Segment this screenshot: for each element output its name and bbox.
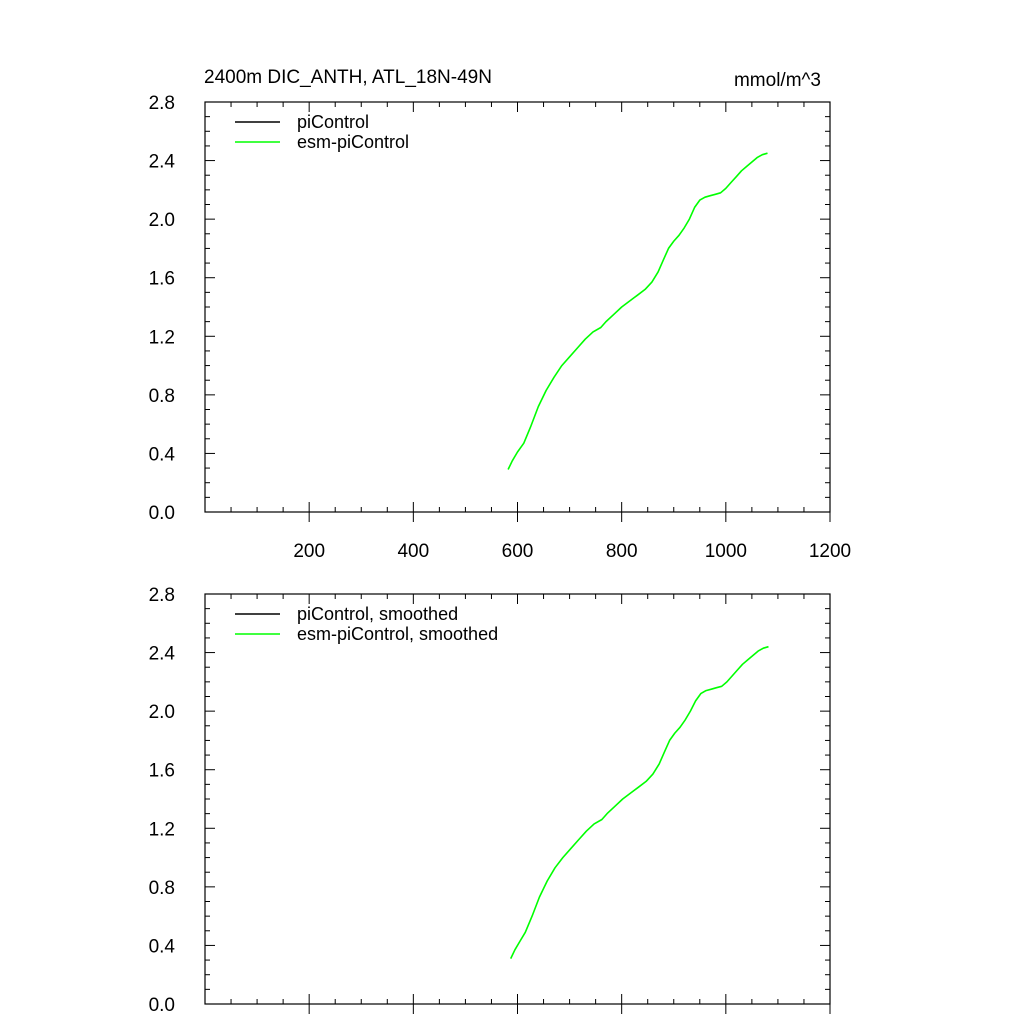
legend-label: esm-piControl <box>297 132 409 152</box>
chart-title: 2400m DIC_ANTH, ATL_18N-49N <box>204 67 492 88</box>
y-tick-label: 1.2 <box>149 819 175 840</box>
x-tick-label: 800 <box>606 541 638 562</box>
y-tick-label: 1.2 <box>149 327 175 348</box>
y-tick-label: 0.0 <box>149 503 175 524</box>
y-tick-label: 2.4 <box>149 644 176 665</box>
y-tick-label: 2.0 <box>149 702 175 723</box>
legend-label: piControl, smoothed <box>297 604 458 624</box>
series-line-esm-picontrol <box>509 645 769 959</box>
y-tick-label: 2.8 <box>149 93 175 114</box>
y-tick-label: 0.4 <box>149 444 176 465</box>
y-tick-label: 2.0 <box>149 210 175 231</box>
x-tick-label: 400 <box>397 541 429 562</box>
x-tick-label: 200 <box>293 541 325 562</box>
x-tick-label: 1200 <box>809 541 851 562</box>
series-line-esm-picontrol <box>507 152 768 470</box>
y-tick-label: 2.8 <box>149 585 175 606</box>
y-tick-label: 1.6 <box>149 761 175 782</box>
x-tick-label: 1000 <box>705 541 747 562</box>
x-tick-label: 600 <box>502 541 534 562</box>
y-tick-label: 0.0 <box>149 995 175 1016</box>
units-label: mmol/m^3 <box>734 70 821 91</box>
legend-label: esm-piControl, smoothed <box>297 624 498 644</box>
plot-frame <box>204 101 831 513</box>
y-tick-label: 1.6 <box>149 269 175 290</box>
panel-bottom: 0.0 0.4 0.8 1.2 1.6 2.0 2.4 2.8 piControl, smoot… <box>149 585 831 1016</box>
y-tick-label: 2.4 <box>149 152 176 173</box>
panel-top: 2400m DIC_ANTH, ATL_18N-49N mmol/m^3 0.0… <box>149 67 852 562</box>
y-tick-label: 0.8 <box>149 386 175 407</box>
plot-frame <box>204 593 831 1005</box>
legend-label: piControl <box>297 112 369 132</box>
y-tick-label: 0.8 <box>149 878 175 899</box>
y-tick-label: 0.4 <box>149 936 176 957</box>
